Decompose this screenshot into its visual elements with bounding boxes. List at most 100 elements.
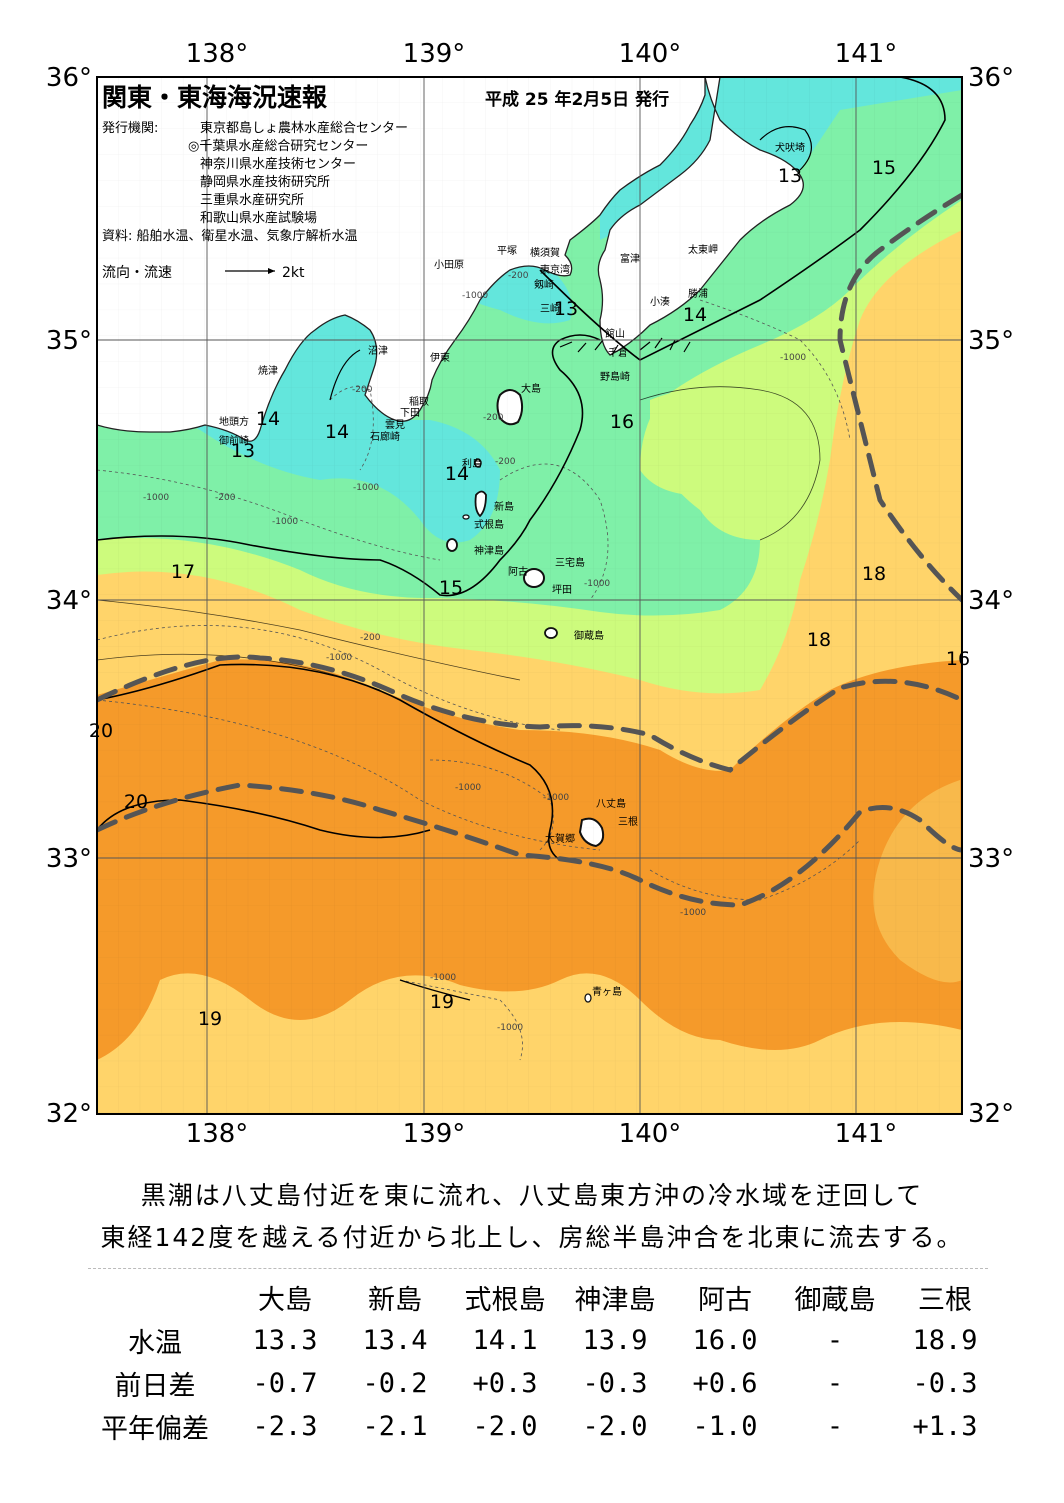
issuer: 静岡県水産技術研究所 <box>200 174 330 190</box>
table-cell: - <box>826 1368 844 1399</box>
place-label: 御前崎 <box>219 434 249 447</box>
place-label: 平塚 <box>497 245 517 257</box>
kuroshio-path <box>97 192 962 908</box>
table-cell: -2.0 <box>472 1411 538 1442</box>
table-cell: -2.3 <box>252 1411 318 1442</box>
place-label: 三宅島 <box>555 556 585 569</box>
place-labels: 犬吠埼 太東岬 勝浦 小湊 富津 館山 千倉 野島崎 横須賀 東京湾 剱崎 三崎… <box>219 141 805 998</box>
place-label: 三崎 <box>540 302 560 315</box>
place-label: 三根 <box>618 815 638 828</box>
depth-label: -1000 <box>455 783 481 793</box>
lon-label: 138° <box>186 39 249 69</box>
table-cell: 16.0 <box>692 1325 758 1356</box>
issuer-block: 発行機関: 東京都島しょ農林水産総合センター ◎千葉県水産総合研究センター 神奈… <box>102 120 408 244</box>
depth-label: -1000 <box>543 793 569 803</box>
table-cell: -0.3 <box>582 1368 648 1399</box>
data-source: 資料: 船舶水温、衛星水温、気象庁解析水温 <box>102 228 358 244</box>
lat-label: 35° <box>46 326 92 356</box>
place-label: 神津島 <box>474 544 504 557</box>
place-label: 御蔵島 <box>574 629 604 642</box>
place-label: 勝浦 <box>688 287 708 300</box>
place-label: 東京湾 <box>540 263 570 276</box>
place-label: 稲取 <box>409 396 429 408</box>
place-label: 大島 <box>521 382 541 395</box>
place-label: 石廊崎 <box>370 430 400 443</box>
table-cell: -1.0 <box>692 1411 758 1442</box>
isotherm-label: 19 <box>198 1008 222 1030</box>
isotherm-label: 13 <box>554 298 578 320</box>
lat-label: 35° <box>968 326 1014 356</box>
place-label: 八丈島 <box>596 797 626 810</box>
observation-table: 大島 新島 式根島 神津島 阿古 御蔵島 三根 水温 13.3 13.4 14.… <box>80 1276 1000 1448</box>
place-label: 阿古 <box>508 565 528 578</box>
table-cell: - <box>826 1411 844 1442</box>
depth-label: -1000 <box>272 517 298 527</box>
place-label: 伊東 <box>430 351 450 364</box>
depth-label: -1000 <box>462 291 488 301</box>
place-label: 下田 <box>400 408 420 419</box>
isotherm-label: 14 <box>683 304 707 326</box>
table-row: 平年偏差 -2.3 -2.1 -2.0 -2.0 -1.0 - +1.3 <box>80 1405 1000 1448</box>
lat-label: 33° <box>968 844 1014 874</box>
depth-label: -200 <box>352 385 373 395</box>
row-label: 前日差 <box>114 1371 196 1402</box>
table-cell: +0.3 <box>472 1368 538 1399</box>
lon-label: 140° <box>619 1119 682 1149</box>
place-label: 大賀郷 <box>545 832 575 845</box>
depth-label: -1000 <box>680 908 706 918</box>
lon-label: 141° <box>835 39 898 69</box>
latitude-labels-right: 36° 35° 34° 33° 32° <box>968 63 1014 1129</box>
depth-label: -1000 <box>780 353 806 363</box>
table-divider <box>88 1268 988 1269</box>
place-label: 雲見 <box>385 419 405 431</box>
lat-label: 36° <box>46 63 92 93</box>
depth-labels: -200 -1000 -200 -1000 -200 -1000 -200 -1… <box>143 271 806 1033</box>
issue-date: 平成 25 年2月5日 発行 <box>485 89 669 110</box>
place-label: 利島 <box>462 457 482 470</box>
summary-line-2: 東経142度を越える付近から北上し、房総半島沖合を北東に流去する。 <box>100 1223 964 1252</box>
table-cell: - <box>826 1325 844 1356</box>
place-label: 地頭方 <box>219 415 249 428</box>
isotherm-label: 16 <box>610 411 634 433</box>
lat-label: 32° <box>968 1099 1014 1129</box>
table-cell: -0.3 <box>912 1368 978 1399</box>
depth-label: -1000 <box>143 493 169 503</box>
issuer: 和歌山県水産試験場 <box>200 210 317 226</box>
current-arrows <box>559 337 691 356</box>
longitude-labels-bottom: 138° 139° 140° 141° <box>186 1119 898 1149</box>
station-header: 三根 <box>918 1285 972 1316</box>
lon-label: 139° <box>403 39 466 69</box>
depth-label: -1000 <box>353 483 379 493</box>
table-cell: -0.2 <box>362 1368 428 1399</box>
issuer: 神奈川県水産技術センター <box>200 156 356 172</box>
isotherm-label: 17 <box>171 561 195 583</box>
sea-temperature-map: 138° 139° 140° 141° 138° 139° 140° 141° … <box>46 39 1014 1149</box>
flow-legend-scale: 2kt <box>282 265 305 281</box>
row-label: 水温 <box>128 1328 182 1359</box>
table-header-row: 大島 新島 式根島 神津島 阿古 御蔵島 三根 <box>80 1276 1000 1319</box>
table-cell: 13.9 <box>582 1325 648 1356</box>
table-row: 水温 13.3 13.4 14.1 13.9 16.0 - 18.9 <box>80 1319 1000 1362</box>
lon-label: 138° <box>186 1119 249 1149</box>
flow-legend-label: 流向・流速 <box>102 265 172 281</box>
issuer: 東京都島しょ農林水産総合センター <box>200 120 408 136</box>
table-cell: 14.1 <box>472 1325 538 1356</box>
place-label: 小田原 <box>434 259 464 271</box>
station-header: 御蔵島 <box>794 1285 876 1316</box>
isotherm-label: 18 <box>807 629 831 651</box>
place-label: 館山 <box>605 327 625 340</box>
table-cell: -2.1 <box>362 1411 428 1442</box>
table-cell: 13.3 <box>252 1325 318 1356</box>
place-label: 千倉 <box>608 346 628 359</box>
table-cell: +1.3 <box>912 1411 978 1442</box>
row-label: 平年偏差 <box>101 1414 209 1445</box>
isotherm-label: 19 <box>430 991 454 1013</box>
station-header: 大島 <box>258 1285 312 1316</box>
place-label: 太東岬 <box>688 243 718 256</box>
place-label: 剱崎 <box>534 278 554 291</box>
map-title: 関東・東海海況速報 <box>102 83 328 112</box>
summary-line-1: 黒潮は八丈島付近を東に流れ、八丈島東方沖の冷水域を迂回して <box>140 1181 924 1210</box>
place-label: 横須賀 <box>530 246 560 259</box>
station-header: 式根島 <box>464 1285 546 1316</box>
station-header: 神津島 <box>574 1285 656 1316</box>
